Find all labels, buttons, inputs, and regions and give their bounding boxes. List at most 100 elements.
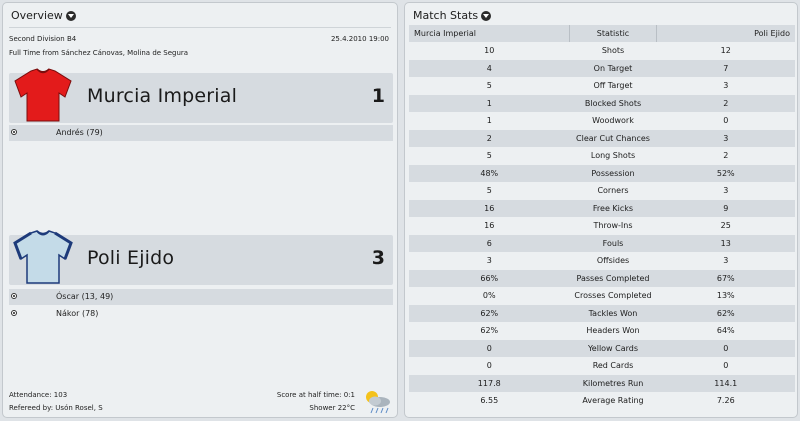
attendance: Attendance: 103	[9, 391, 68, 399]
stat-label: Passes Completed	[569, 269, 657, 287]
stat-label: Crosses Completed	[574, 291, 652, 301]
stat-home-value: 5	[486, 151, 492, 161]
away-team-name[interactable]: Poli Ejido	[87, 247, 175, 269]
table-row: 1 Woodwork 0	[409, 112, 795, 130]
stat-away-value: 7.26	[716, 396, 735, 406]
stat-label: Woodwork	[592, 116, 634, 126]
weather-shower-icon	[366, 391, 390, 414]
table-row: 1 Blocked Shots 2	[409, 94, 795, 112]
match-stats-table: Murcia Imperial Statistic Poli Ejido 10 S…	[409, 25, 795, 410]
match-stats-header[interactable]: Match Stats	[405, 3, 797, 23]
stat-away-value: 13	[656, 234, 795, 252]
column-header-home[interactable]: Murcia Imperial	[409, 25, 570, 42]
stat-label: Blocked Shots	[569, 94, 657, 112]
column-header-statistic[interactable]: Statistic	[569, 25, 657, 42]
stat-home-value: 4	[409, 59, 570, 77]
table-row: 16 Throw-Ins 25	[409, 217, 795, 235]
table-row: 117.8 Kilometres Run 114.1	[409, 374, 795, 392]
table-row: 0 Red Cards 0	[409, 357, 795, 375]
stat-label: Kilometres Run	[569, 374, 657, 392]
stat-home-value: 5	[486, 186, 492, 196]
referee[interactable]: Refereed by: Usón Rosel, S	[9, 404, 103, 412]
table-row: 2 Clear Cut Chances 3	[409, 129, 795, 147]
stat-label: Offsides	[596, 256, 630, 266]
stat-home-value: 10	[484, 46, 495, 56]
stat-away-value: 2	[723, 151, 729, 161]
away-team-bar: Poli Ejido 3	[9, 230, 393, 285]
stat-away-value: 3	[723, 186, 729, 196]
stat-away-value: 13%	[716, 291, 735, 301]
stat-label: Shots	[601, 46, 625, 56]
stat-label: On Target	[569, 59, 657, 77]
table-row: 62% Headers Won 64%	[409, 322, 795, 340]
stat-label: Headers Won	[586, 326, 640, 336]
home-scorer-name[interactable]: Andrés (79)	[56, 128, 103, 137]
stat-away-value: 0	[723, 116, 729, 126]
stat-home-value: 66%	[409, 269, 570, 287]
stat-label: Clear Cut Chances	[569, 129, 657, 147]
match-venue: Full Time from Sánchez Cánovas, Molina d…	[9, 49, 189, 57]
stat-home-value: 1	[486, 116, 492, 126]
match-date: 25.4.2010 19:00	[330, 35, 389, 43]
away-scorer-row: Óscar (13, 49)	[9, 289, 393, 305]
stat-away-value: 64%	[716, 326, 735, 336]
stat-label: Yellow Cards	[569, 339, 657, 357]
table-row: 5 Long Shots 2	[409, 147, 795, 165]
away-team-score: 3	[371, 247, 385, 269]
table-row: 66% Passes Completed 67%	[409, 269, 795, 287]
competition-label: Second Division B4	[9, 35, 77, 43]
stat-home-value: 5	[486, 81, 492, 91]
stat-away-value: 3	[723, 256, 729, 266]
chevron-down-icon[interactable]	[65, 10, 76, 21]
stat-home-value: 6	[409, 234, 570, 252]
chevron-down-icon[interactable]	[481, 10, 492, 21]
stat-label: Throw-Ins	[593, 221, 633, 231]
stat-label: Corners	[597, 186, 629, 196]
stat-away-value: 0	[656, 339, 795, 357]
table-row: 0 Yellow Cards 0	[409, 339, 795, 357]
stat-label: Fouls	[569, 234, 657, 252]
stat-home-value: 117.8	[409, 374, 570, 392]
away-shirt-icon	[13, 230, 73, 284]
stat-home-value: 3	[486, 256, 492, 266]
home-team-name[interactable]: Murcia Imperial	[87, 85, 238, 107]
table-row: 5 Corners 3	[409, 182, 795, 200]
stat-label: Long Shots	[590, 151, 636, 161]
home-team-score: 1	[371, 85, 385, 107]
stat-home-value: 1	[409, 94, 570, 112]
ball-icon	[11, 129, 17, 135]
stat-home-value: 6.55	[480, 396, 499, 406]
stat-away-value: 52%	[656, 164, 795, 182]
stat-home-value: 62%	[409, 304, 570, 322]
table-row: 0% Crosses Completed 13%	[409, 287, 795, 305]
stat-away-value: 3	[656, 129, 795, 147]
stat-home-value: 48%	[409, 164, 570, 182]
overview-header[interactable]: Overview	[3, 3, 397, 23]
stat-home-value: 16	[409, 199, 570, 217]
table-row: 3 Offsides 3	[409, 252, 795, 270]
table-header-row: Murcia Imperial Statistic Poli Ejido	[409, 25, 795, 42]
stat-label: Possession	[569, 164, 657, 182]
away-scorer-name[interactable]: Nákor (78)	[56, 309, 99, 318]
match-stats-panel: Match Stats Murcia Imperial Statistic Po…	[404, 2, 798, 418]
away-scorer-name[interactable]: Óscar (13, 49)	[56, 292, 114, 301]
column-header-away[interactable]: Poli Ejido	[656, 25, 795, 42]
table-row: 62% Tackles Won 62%	[409, 304, 795, 322]
stat-away-value: 0	[723, 361, 729, 371]
stat-label: Red Cards	[592, 361, 634, 371]
stat-away-value: 114.1	[656, 374, 795, 392]
table-row: 6 Fouls 13	[409, 234, 795, 252]
halftime-score: Score at half time: 0:1	[276, 391, 355, 399]
table-row: 6.55 Average Rating 7.26	[409, 392, 795, 410]
stat-away-value: 3	[723, 81, 729, 91]
stat-away-value: 12	[720, 46, 731, 56]
overview-title: Overview	[11, 9, 63, 22]
home-scorer-row: Andrés (79)	[9, 125, 393, 141]
divider	[9, 27, 391, 28]
away-scorer-row: Nákor (78)	[9, 306, 393, 322]
home-shirt-icon	[14, 68, 72, 122]
stat-away-value: 67%	[656, 269, 795, 287]
home-team-bar: Murcia Imperial 1	[9, 68, 393, 123]
stat-away-value: 2	[656, 94, 795, 112]
stats-body: 10 Shots 12 4 On Target 7 5 Off Target 3 1 Blocked…	[409, 42, 795, 410]
